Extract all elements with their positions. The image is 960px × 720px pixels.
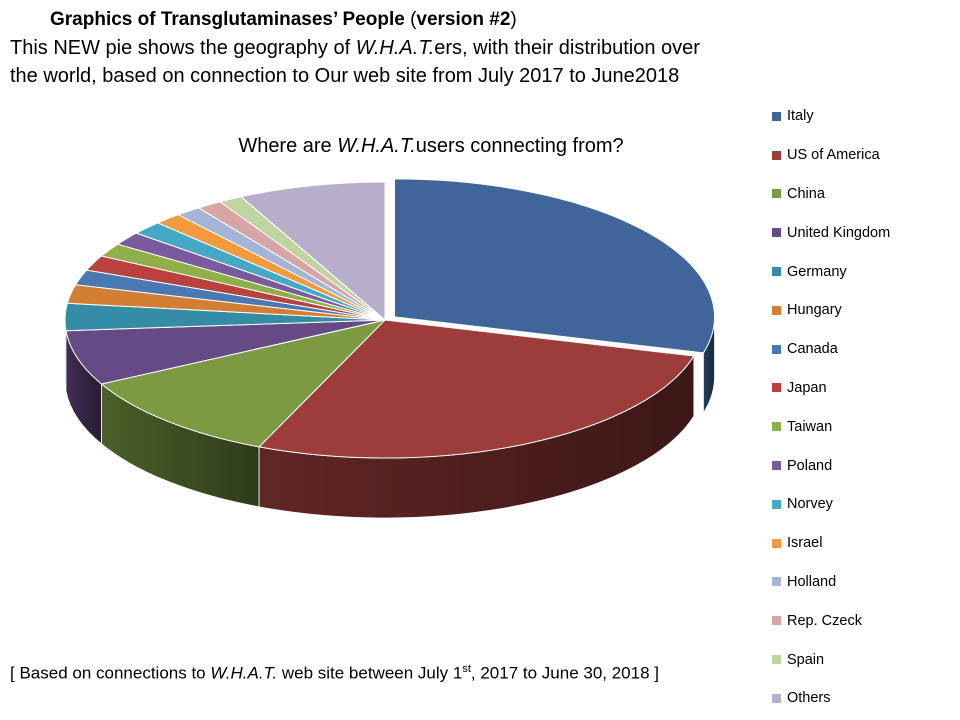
legend-label: Germany — [787, 263, 847, 280]
pie-slice-china — [100, 319, 387, 448]
legend-swatch — [772, 461, 781, 471]
legend-label: Canada — [787, 341, 838, 358]
legend-item-germany: Germany — [772, 252, 957, 291]
footer-text-a: [ Based on connections to — [10, 663, 211, 683]
pie-slice-us-of-america — [258, 319, 695, 459]
legend-label: Rep. Czeck — [787, 612, 862, 629]
legend-item-taiwan: Taiwan — [772, 407, 957, 446]
legend-swatch — [772, 150, 781, 160]
legend-label: Poland — [787, 457, 833, 474]
chart-legend: Italy US of America China United Kingdom Ger… — [772, 97, 957, 718]
legend-item-israel: Israel — [772, 524, 957, 563]
legend-label: Israel — [787, 535, 823, 552]
legend-swatch — [772, 228, 781, 238]
legend-label: United Kingdom — [787, 224, 891, 241]
footer-emphasis: W.H.A.T. — [210, 663, 278, 683]
legend-swatch — [772, 655, 781, 665]
legend-swatch — [772, 344, 781, 354]
legend-label: US of America — [787, 147, 880, 164]
chart-title: Where are W.H.A.T.users connecting from? — [238, 135, 623, 157]
legend-swatch — [772, 693, 781, 703]
legend-label: Norvey — [787, 496, 833, 513]
title-version: version #2 — [416, 9, 511, 30]
legend-item-canada: Canada — [772, 330, 957, 369]
page-title: Graphics of Transglutaminases’ People (v… — [10, 6, 810, 34]
subtitle-line-2: the world, based on connection to Our we… — [10, 65, 680, 87]
footer-text-b: web site between July 1 — [277, 663, 463, 683]
legend-label: Italy — [787, 108, 814, 125]
legend-label: Others — [787, 690, 831, 707]
legend-swatch — [772, 383, 781, 393]
footer-text-c: , 2017 to June 30, 2018 ] — [470, 663, 659, 683]
subtitle-line-1: This NEW pie shows the geography of W.H.… — [10, 34, 810, 62]
title-close: ) — [510, 9, 517, 30]
legend-label: Holland — [787, 573, 837, 590]
header: Graphics of Transglutaminases’ People (v… — [10, 6, 810, 90]
legend-swatch — [772, 422, 781, 432]
legend-item-us-of-america: US of America — [772, 136, 957, 175]
legend-item-united-kingdom: United Kingdom — [772, 213, 957, 252]
title-bold: Graphics of Transglutaminases’ People — [50, 9, 405, 30]
legend-item-spain: Spain — [772, 640, 957, 679]
legend-item-rep-czeck: Rep. Czeck — [772, 601, 957, 640]
pie-slice-italy — [394, 178, 716, 354]
legend-item-holland: Holland — [772, 563, 957, 602]
legend-label: Spain — [787, 651, 825, 668]
legend-label: China — [787, 185, 825, 202]
legend-label: Japan — [787, 379, 827, 396]
subtitle-emphasis: W.H.A.T. — [355, 37, 435, 59]
legend-swatch — [772, 189, 781, 199]
legend-item-hungary: Hungary — [772, 291, 957, 330]
legend-swatch — [772, 267, 781, 277]
legend-swatch — [772, 111, 781, 121]
legend-swatch — [772, 616, 781, 626]
legend-item-others: Others — [772, 679, 957, 718]
legend-item-japan: Japan — [772, 369, 957, 408]
legend-swatch — [772, 538, 781, 548]
subtitle-text-a: This NEW pie shows the geography of — [10, 37, 356, 59]
legend-swatch — [772, 499, 781, 509]
pie-slice-others — [239, 181, 386, 322]
legend-label: Taiwan — [787, 418, 833, 435]
legend-swatch — [772, 305, 781, 315]
legend-label: Hungary — [787, 302, 842, 319]
legend-item-poland: Poland — [772, 446, 957, 485]
legend-item-norvey: Norvey — [772, 485, 957, 524]
subtitle-text-b: ers, with their distribution over — [434, 37, 700, 59]
legend-swatch — [772, 577, 781, 587]
pie-slice-united-kingdom — [65, 319, 386, 385]
footer-superscript: st — [462, 663, 471, 675]
legend-item-italy: Italy — [772, 97, 957, 136]
footer-note: [ Based on connections to W.H.A.T. web s… — [10, 663, 659, 684]
legend-item-china: China — [772, 175, 957, 214]
title-open: ( — [404, 9, 417, 30]
